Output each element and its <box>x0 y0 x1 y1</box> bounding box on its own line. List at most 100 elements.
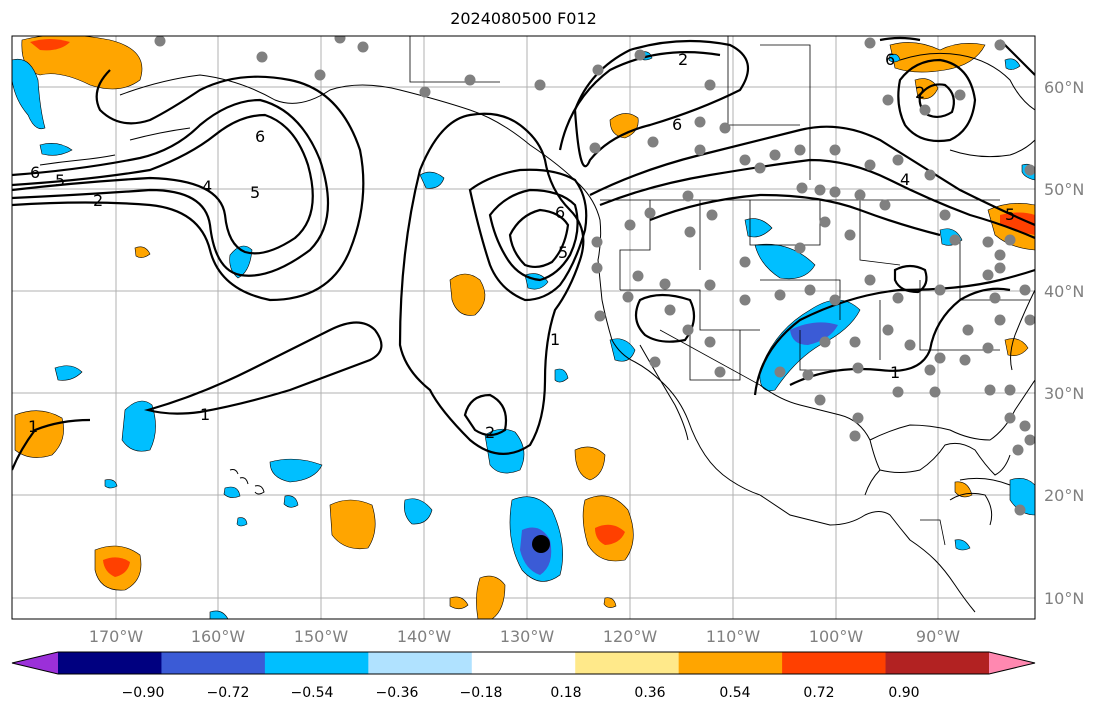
colorbar-tick-label: −0.90 <box>122 685 165 701</box>
colorbar-segment <box>161 652 266 674</box>
negative-anomaly-area <box>484 428 525 474</box>
station-dot <box>634 49 646 61</box>
colorbar-extend-min <box>12 652 58 674</box>
positive-anomaly-area <box>595 524 625 545</box>
station-dot <box>802 369 814 381</box>
station-dot <box>739 294 751 306</box>
colorbar-extend-max <box>989 652 1035 674</box>
station-dot <box>1019 284 1031 296</box>
station-dot <box>754 162 766 174</box>
contour-label: 4 <box>900 170 910 189</box>
colorbar-segment <box>471 652 576 674</box>
station-dot <box>714 366 726 378</box>
positive-anomaly-area <box>134 246 151 258</box>
lon-label-110w: 110°W <box>706 627 761 646</box>
colorbar: −0.90 −0.72 −0.54 −0.36 −0.18 0.18 0.36 … <box>11 651 1036 701</box>
positive-anomaly-area <box>449 273 486 316</box>
station-dot <box>934 352 946 364</box>
station-dot <box>852 412 864 424</box>
negative-anomaly-area <box>419 171 445 189</box>
station-dot <box>829 144 841 156</box>
station-dot <box>694 116 706 128</box>
station-dot <box>659 278 671 290</box>
station-dot <box>684 226 696 238</box>
negative-anomaly-area <box>790 322 838 345</box>
station-dot <box>1004 412 1016 424</box>
station-dot <box>664 304 676 316</box>
station-dot <box>624 219 636 231</box>
station-dot <box>804 284 816 296</box>
station-dot <box>882 94 894 106</box>
lon-label-130w: 130°W <box>500 627 555 646</box>
station-dot <box>719 122 731 134</box>
negative-anomaly-area <box>554 368 569 383</box>
negative-anomaly-area <box>104 479 118 489</box>
latitude-labels: 60°N 50°N 40°N 30°N 20°N 10°N <box>1044 78 1084 608</box>
station-dot <box>704 279 716 291</box>
contour-label: 2 <box>915 83 925 102</box>
colorbar-segment <box>885 652 990 674</box>
station-dot <box>994 249 1006 261</box>
negative-anomaly-area <box>12 58 46 129</box>
colorbar-outline <box>11 651 1036 675</box>
lon-label-150w: 150°W <box>294 627 349 646</box>
station-dot <box>982 342 994 354</box>
station-dot <box>704 79 716 91</box>
station-dot <box>934 284 946 296</box>
station-dot <box>739 256 751 268</box>
contour-label: 6 <box>30 163 40 182</box>
station-dot <box>819 216 831 228</box>
station-dot <box>706 209 718 221</box>
map-title: 2024080500 F012 <box>450 9 597 28</box>
contour-label: 5 <box>250 183 260 202</box>
colorbar-segment <box>368 652 473 674</box>
station-dot <box>1024 164 1035 176</box>
lon-label-140w: 140°W <box>397 627 452 646</box>
colorbar-tick-label: −0.36 <box>376 685 419 701</box>
station-dot <box>314 69 326 81</box>
station-dot <box>774 289 786 301</box>
contour-label: 2 <box>678 50 688 69</box>
negative-anomaly-area <box>609 338 636 362</box>
station-dot <box>704 336 716 348</box>
negative-anomaly-area <box>744 218 773 238</box>
lon-label-100w: 100°W <box>809 627 864 646</box>
contour-label: 1 <box>28 417 38 436</box>
lat-label-50n: 50°N <box>1044 180 1084 199</box>
colorbar-segment <box>575 652 680 674</box>
station-dot <box>644 207 656 219</box>
colorbar-segment <box>264 652 369 674</box>
negative-anomaly-area <box>1004 58 1021 70</box>
station-dot <box>814 394 826 406</box>
positive-anomaly-area <box>30 39 70 51</box>
station-dot <box>647 136 659 148</box>
station-dot <box>864 37 876 49</box>
contour-label: 2 <box>93 191 103 210</box>
graticule <box>12 36 1035 619</box>
station-dot <box>769 149 781 161</box>
station-dot <box>892 292 904 304</box>
station-dot <box>256 51 268 63</box>
colorbar-segment <box>58 652 162 674</box>
station-dot <box>882 324 894 336</box>
contour-label: 1 <box>890 363 900 382</box>
colorbar-tick-label: 0.54 <box>719 685 750 701</box>
station-dot <box>864 274 876 286</box>
station-dot <box>814 184 826 196</box>
contour-label: 1 <box>550 330 560 349</box>
station-dot <box>591 236 603 248</box>
station-dot <box>849 430 861 442</box>
station-dot <box>982 269 994 281</box>
negative-anomaly-area <box>283 495 299 508</box>
station-dot <box>591 262 603 274</box>
station-dot <box>592 64 604 76</box>
station-dot <box>796 182 808 194</box>
colorbar-tick-label: −0.54 <box>291 685 334 701</box>
station-dot <box>694 144 706 156</box>
station-dot <box>959 354 971 366</box>
positive-anomaly-area <box>603 597 617 608</box>
station-dot <box>464 74 476 86</box>
negative-anomaly-area <box>754 243 816 279</box>
lat-label-20n: 20°N <box>1044 486 1084 505</box>
colorbar-segments <box>11 651 1036 675</box>
